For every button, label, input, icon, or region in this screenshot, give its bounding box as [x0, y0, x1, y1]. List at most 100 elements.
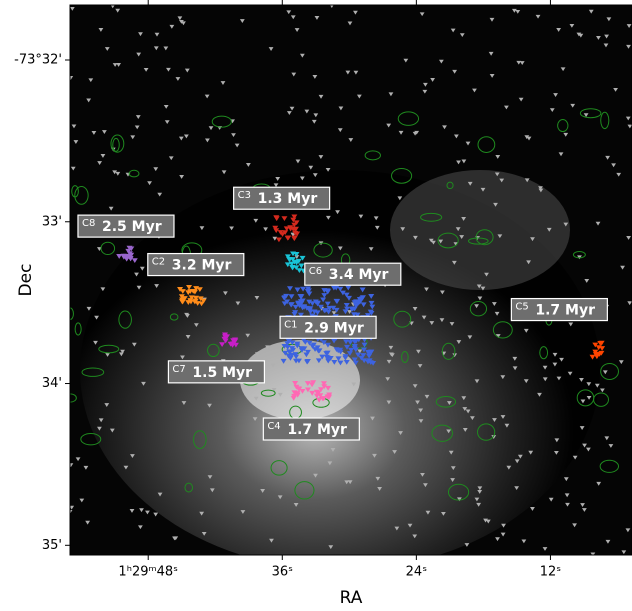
- star: [476, 284, 482, 289]
- star: [588, 9, 594, 14]
- cluster-label-box: [510, 297, 608, 322]
- star: [143, 67, 149, 72]
- star: [385, 377, 391, 382]
- star: [461, 159, 467, 164]
- contour: [207, 343, 220, 358]
- star: [277, 495, 283, 500]
- star: [164, 120, 170, 125]
- contour: [437, 232, 459, 249]
- contour: [572, 250, 586, 259]
- star: [351, 382, 357, 387]
- axes-frame: [69, 4, 632, 556]
- star: [184, 312, 189, 317]
- star: [184, 68, 190, 73]
- cluster-label-box: [304, 262, 402, 286]
- x-tick-label: 36ˢ: [272, 565, 294, 580]
- star: [625, 116, 631, 121]
- star: [448, 450, 454, 455]
- star: [375, 476, 381, 481]
- star: [556, 27, 562, 32]
- star: [201, 531, 207, 536]
- star: [139, 266, 145, 271]
- star: [268, 47, 274, 51]
- cluster-name: C4: [267, 421, 280, 432]
- contour: [579, 108, 602, 119]
- cluster-name: C2: [152, 257, 165, 268]
- star: [464, 543, 470, 547]
- star: [512, 366, 518, 371]
- star: [549, 108, 555, 113]
- star: [345, 70, 351, 75]
- star: [115, 8, 121, 13]
- star: [412, 306, 418, 311]
- x-tick-label: 12ˢ: [540, 565, 562, 580]
- star: [476, 502, 482, 507]
- star: [223, 291, 228, 296]
- contour: [74, 322, 82, 336]
- star: [582, 508, 587, 512]
- contour: [74, 185, 89, 205]
- star: [553, 450, 559, 455]
- star: [308, 165, 314, 170]
- star: [101, 130, 107, 134]
- star: [313, 473, 318, 478]
- star: [580, 399, 586, 404]
- star: [567, 371, 573, 376]
- star: [590, 552, 596, 555]
- star: [347, 310, 352, 314]
- star: [472, 88, 477, 93]
- star: [418, 419, 424, 424]
- star: [456, 497, 462, 502]
- star: [328, 545, 334, 550]
- star: [98, 418, 104, 423]
- star: [337, 246, 343, 251]
- star: [483, 518, 488, 523]
- star: [456, 340, 462, 344]
- star: [286, 10, 292, 15]
- contour: [184, 482, 194, 493]
- star: [504, 105, 509, 110]
- star: [494, 311, 500, 316]
- star: [245, 163, 251, 167]
- cluster-stars: [219, 332, 239, 348]
- star: [461, 216, 467, 221]
- star: [459, 235, 465, 240]
- star: [353, 10, 358, 15]
- star: [253, 218, 259, 223]
- star: [438, 239, 444, 244]
- star: [398, 431, 403, 436]
- star: [469, 416, 475, 421]
- star: [626, 24, 632, 28]
- star: [348, 138, 354, 143]
- star: [318, 94, 324, 99]
- star: [572, 523, 577, 528]
- contour: [211, 115, 232, 128]
- star: [516, 60, 522, 65]
- star: [70, 505, 75, 510]
- star: [104, 403, 110, 408]
- star: [586, 395, 592, 400]
- contour: [169, 313, 179, 321]
- star: [93, 340, 98, 345]
- star: [163, 46, 169, 51]
- star: [255, 352, 260, 357]
- x-tick-label: 1ʰ29ᵐ48ˢ: [118, 565, 178, 580]
- star: [542, 547, 548, 551]
- star: [208, 126, 214, 131]
- star: [625, 528, 631, 533]
- cluster-stars: [589, 340, 606, 360]
- star: [504, 423, 510, 428]
- star: [556, 376, 562, 381]
- star: [98, 27, 104, 32]
- star: [500, 415, 506, 419]
- contour: [401, 350, 409, 364]
- star: [519, 61, 525, 65]
- cluster-age: 1.7 Myr: [535, 303, 595, 319]
- star: [524, 135, 530, 140]
- cluster-stars: [116, 245, 138, 264]
- star: [493, 202, 498, 207]
- star: [559, 357, 564, 362]
- star: [271, 388, 277, 392]
- star: [511, 8, 517, 13]
